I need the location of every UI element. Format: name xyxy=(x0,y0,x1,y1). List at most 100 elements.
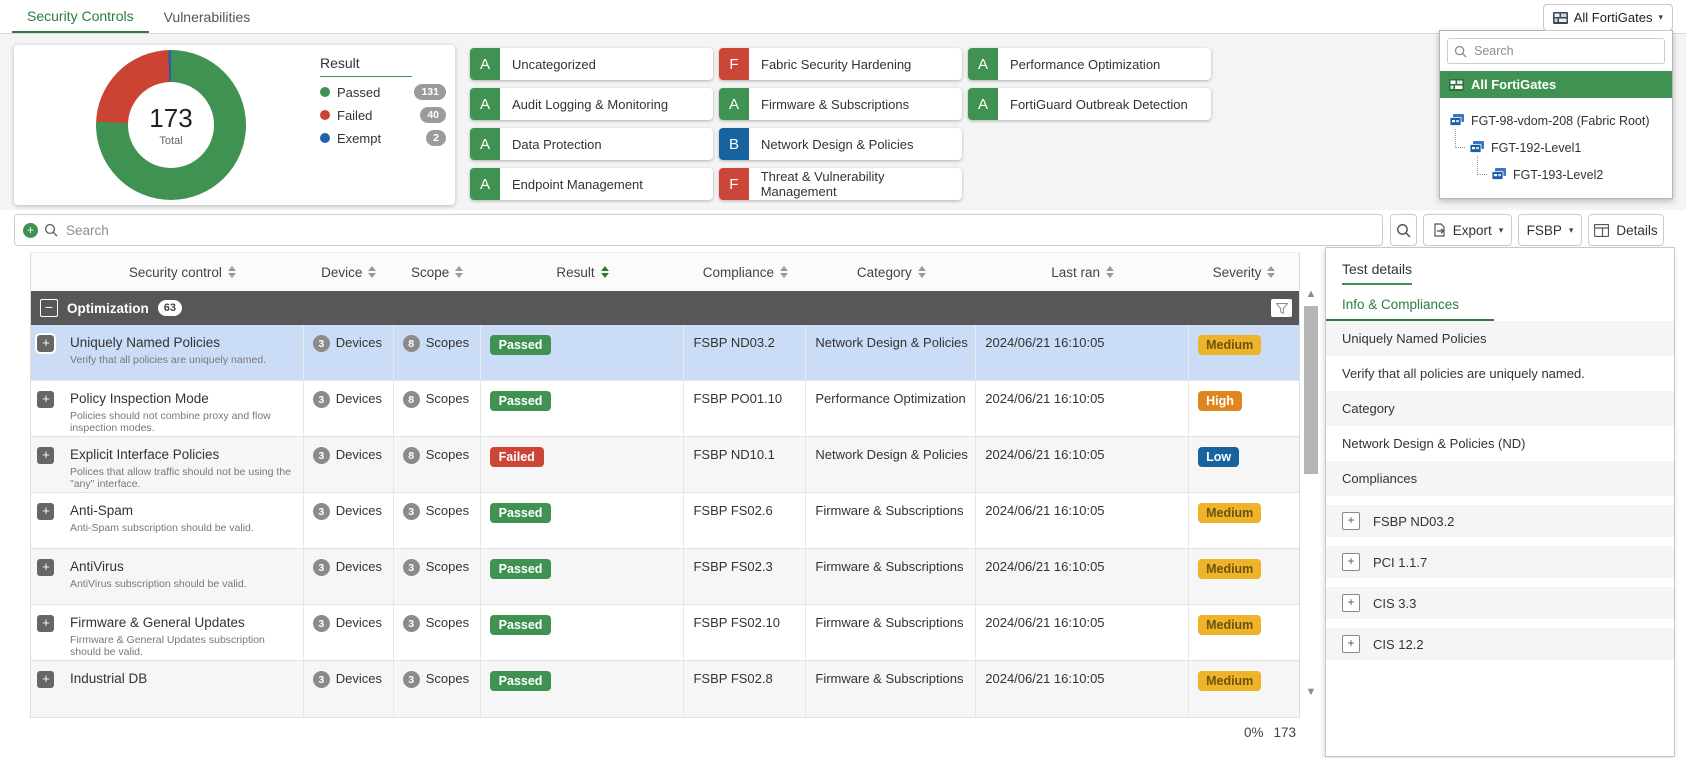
tile-firmware-subscriptions[interactable]: A Firmware & Subscriptions xyxy=(719,88,962,120)
sort-icon[interactable] xyxy=(917,266,926,278)
compliance-item[interactable]: + CIS 3.3 xyxy=(1326,587,1674,619)
tile-fortiguard-outbreak[interactable]: A FortiGuard Outbreak Detection xyxy=(968,88,1211,120)
group-row-optimization[interactable]: − Optimization 63 xyxy=(31,291,1299,325)
compliance-standard-dropdown[interactable]: FSBP ▾ xyxy=(1518,214,1582,246)
last-ran-value: 2024/06/21 16:10:05 xyxy=(985,671,1105,686)
security-controls-table: Security control Device Scope Result Com… xyxy=(30,252,1300,718)
column-header-security-control[interactable]: Security control xyxy=(61,253,304,291)
tree-item-fabric-root[interactable]: FGT-98-vdom-208 (Fabric Root) xyxy=(1440,107,1672,134)
table-row[interactable]: + Industrial DB 3 Devices 3 Scopes Passed … xyxy=(31,661,1299,718)
control-description: Policies should not combine proxy and fl… xyxy=(69,410,271,434)
legend-item-exempt[interactable]: Exempt 2 xyxy=(320,130,446,146)
compliance-item[interactable]: + FSBP ND03.2 xyxy=(1326,505,1674,537)
compliance-item-label: CIS 3.3 xyxy=(1373,595,1417,611)
tile-network-design-policies[interactable]: B Network Design & Policies xyxy=(719,128,962,160)
sort-icon[interactable] xyxy=(780,266,789,278)
search-input[interactable] xyxy=(64,221,1374,239)
search-button[interactable] xyxy=(1390,214,1417,246)
legend-item-failed[interactable]: Failed 40 xyxy=(320,107,446,123)
expand-row-icon[interactable]: + xyxy=(35,333,57,354)
table-row[interactable]: + Explicit Interface Policies Polices tha… xyxy=(31,437,1299,493)
column-header-device[interactable]: Device xyxy=(304,253,394,291)
tab-info-compliances[interactable]: Info & Compliances xyxy=(1342,297,1460,312)
scope-count-badge: 3 xyxy=(402,671,420,688)
scroll-up-icon[interactable]: ▲ xyxy=(1305,288,1317,300)
filter-icon[interactable] xyxy=(1271,299,1292,317)
export-icon xyxy=(1432,223,1446,237)
tile-data-protection[interactable]: A Data Protection xyxy=(470,128,713,160)
tile-label: Threat & Vulnerability Management xyxy=(760,169,885,199)
table-row[interactable]: + Anti-Spam Anti-Spam subscription should… xyxy=(31,493,1299,549)
details-label: Details xyxy=(1616,222,1658,238)
expand-row-icon[interactable]: + xyxy=(37,559,55,576)
table-row[interactable]: + Policy Inspection Mode Policies should … xyxy=(31,381,1299,437)
expand-compliance-icon[interactable]: + xyxy=(1342,512,1360,530)
expand-row-icon[interactable]: + xyxy=(37,671,55,688)
sort-icon[interactable] xyxy=(455,266,464,278)
legend-item-passed[interactable]: Passed 131 xyxy=(320,84,446,100)
tree-item-level2[interactable]: FGT-193-Level2 xyxy=(1440,156,1672,188)
dropdown-search-input[interactable] xyxy=(1472,43,1658,59)
compliance-item[interactable]: + PCI 1.1.7 xyxy=(1326,546,1674,578)
tile-threat-vulnerability[interactable]: F Threat & Vulnerability Management xyxy=(719,168,962,200)
column-header-result[interactable]: Result xyxy=(481,253,685,291)
column-header-last-ran[interactable]: Last ran xyxy=(976,253,1189,291)
scope-count-badge: 8 xyxy=(402,391,420,408)
sort-icon[interactable] xyxy=(227,266,236,278)
sort-icon[interactable] xyxy=(368,266,377,278)
result-donut-chart[interactable] xyxy=(96,50,246,200)
tile-performance-optimization[interactable]: A Performance Optimization xyxy=(968,48,1211,80)
header-expand-spacer xyxy=(31,253,61,291)
device-count-badge: 3 xyxy=(312,503,330,520)
tile-label: Endpoint Management xyxy=(512,176,643,192)
details-toggle-button[interactable]: Details xyxy=(1588,214,1664,246)
compliance-item[interactable]: + CIS 12.2 xyxy=(1326,628,1674,660)
dropdown-item-all-fortigates[interactable]: All FortiGates xyxy=(1440,71,1672,98)
vertical-scrollbar[interactable]: ▲ ▼ xyxy=(1302,288,1320,718)
expand-compliance-icon[interactable]: + xyxy=(1342,553,1360,571)
grade-badge: F xyxy=(719,48,749,80)
expand-compliance-icon[interactable]: + xyxy=(1342,635,1360,653)
dropdown-search-box[interactable] xyxy=(1447,38,1665,64)
tree-item-level1[interactable]: FGT-192-Level1 xyxy=(1440,129,1672,161)
sort-icon[interactable] xyxy=(1106,266,1115,278)
tab-vulnerabilities[interactable]: Vulnerabilities xyxy=(163,8,251,25)
category-value: Network Design & Policies xyxy=(815,335,968,350)
fortigate-selector-button[interactable]: All FortiGates ▾ xyxy=(1542,4,1673,31)
expand-row-icon[interactable]: + xyxy=(37,615,55,632)
scrollbar-thumb[interactable] xyxy=(1304,306,1318,474)
expand-compliance-icon[interactable]: + xyxy=(1342,594,1360,612)
tile-audit-logging[interactable]: A Audit Logging & Monitoring xyxy=(470,88,713,120)
column-header-severity[interactable]: Severity xyxy=(1189,253,1299,291)
grade-badge: A xyxy=(470,48,500,80)
scroll-down-icon[interactable]: ▼ xyxy=(1305,686,1317,698)
add-filter-icon[interactable]: + xyxy=(23,222,38,238)
sort-icon-active[interactable] xyxy=(600,266,609,278)
tile-fabric-security-hardening[interactable]: F Fabric Security Hardening xyxy=(719,48,962,80)
tab-security-controls[interactable]: Security Controls xyxy=(12,0,149,33)
expand-row-icon[interactable]: + xyxy=(37,447,55,464)
scope-count-badge: 8 xyxy=(402,335,420,352)
column-header-compliance[interactable]: Compliance xyxy=(684,253,806,291)
column-header-category[interactable]: Category xyxy=(806,253,976,291)
last-ran-value: 2024/06/21 16:10:05 xyxy=(985,447,1105,462)
tree-connector xyxy=(1455,129,1465,148)
sort-icon[interactable] xyxy=(1267,266,1276,278)
expand-row-icon[interactable]: + xyxy=(37,503,55,520)
export-button[interactable]: Export ▾ xyxy=(1423,214,1512,246)
tile-endpoint-management[interactable]: A Endpoint Management xyxy=(470,168,713,200)
table-row[interactable]: + AntiVirus AntiVirus subscription should… xyxy=(31,549,1299,605)
tile-label: Firmware & Subscriptions xyxy=(761,96,910,112)
detail-control-name: Uniquely Named Policies xyxy=(1326,321,1674,356)
tile-uncategorized[interactable]: A Uncategorized xyxy=(470,48,713,80)
column-header-scope[interactable]: Scope xyxy=(394,253,481,291)
expand-row-icon[interactable]: + xyxy=(37,391,55,408)
collapse-group-icon[interactable]: − xyxy=(40,299,58,317)
table-row[interactable]: + Uniquely Named Policies Verify that all… xyxy=(31,325,1299,381)
compliance-value: FSBP FS02.3 xyxy=(693,559,773,574)
details-panel-icon xyxy=(1594,223,1610,237)
table-row[interactable]: + Firmware & General Updates Firmware & G… xyxy=(31,605,1299,661)
last-ran-value: 2024/06/21 16:10:05 xyxy=(985,391,1105,406)
result-summary-card: 173 Total Result Passed 131 Failed 40 Ex… xyxy=(14,45,455,205)
table-search-box[interactable]: + xyxy=(14,214,1383,246)
